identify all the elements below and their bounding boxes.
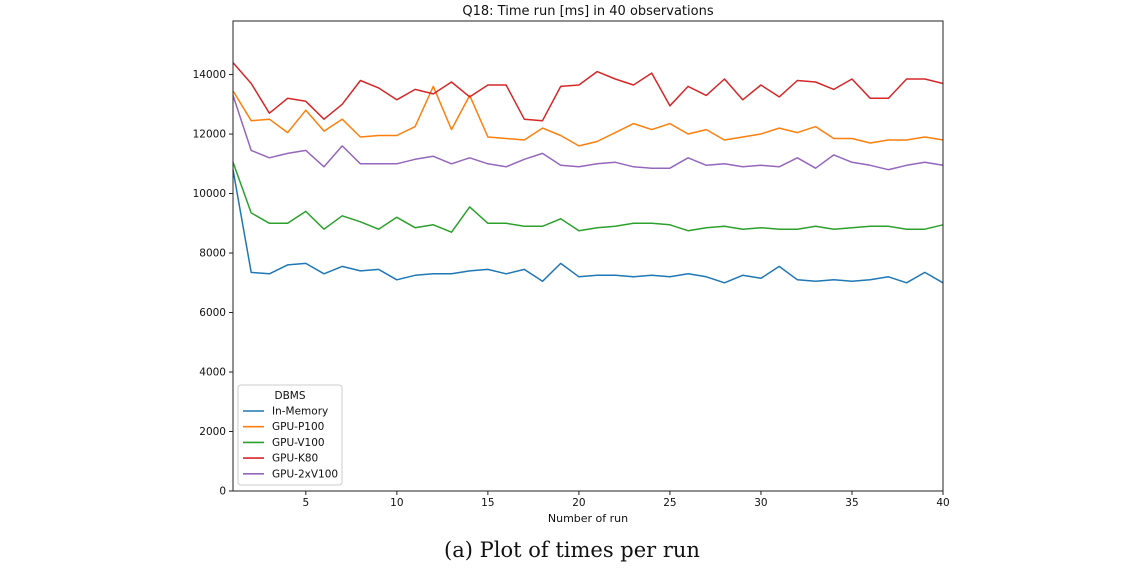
x-tick-label: 25 (663, 497, 676, 509)
x-tick-label: 15 (481, 497, 494, 509)
x-axis: 5 10 15 20 25 30 35 40 (302, 491, 950, 509)
legend-label-gpu-v100: GPU-V100 (272, 437, 325, 449)
plot-area (232, 20, 944, 492)
x-axis-label: Number of run (548, 512, 628, 525)
x-tick-label: 35 (845, 497, 858, 509)
y-tick-label: 2000 (199, 426, 226, 438)
x-tick-label: 5 (302, 497, 309, 509)
legend-label-gpu-2xv100: GPU-2xV100 (272, 468, 338, 480)
y-axis: 0 2000 4000 6000 8000 10000 12000 14000 (193, 69, 233, 498)
y-tick-label: 8000 (199, 248, 226, 260)
legend-frame (237, 384, 343, 486)
y-tick-label: 0 (219, 486, 226, 498)
x-tick-label: 20 (572, 497, 585, 509)
y-tick-label: 14000 (193, 69, 226, 81)
x-tick-label: 30 (754, 497, 767, 509)
x-tick-label: 40 (936, 497, 949, 509)
series-line-in-memory (232, 169, 944, 284)
y-tick-label: 10000 (193, 188, 226, 200)
y-tick-label: 12000 (193, 129, 226, 141)
series-line-gpu-k80 (232, 62, 944, 122)
legend: DBMS In-Memory GPU-P100 GPU-V100 GPU-K80 GPU… (237, 384, 343, 486)
legend-label-in-memory: In-Memory (272, 406, 328, 418)
x-tick-label: 10 (390, 497, 403, 509)
y-tick-label: 6000 (199, 307, 226, 319)
series-line-gpu-v100 (232, 162, 944, 233)
legend-label-gpu-p100: GPU-P100 (272, 421, 324, 433)
y-tick-label: 4000 (199, 367, 226, 379)
legend-label-gpu-k80: GPU-K80 (272, 453, 318, 465)
series-line-gpu-p100 (232, 85, 944, 147)
legend-title: DBMS (274, 390, 305, 402)
figure-caption: (a) Plot of times per run (444, 538, 700, 562)
chart-title: Q18: Time run [ms] in 40 observations (462, 4, 713, 19)
series-line-gpu-2xv100 (232, 95, 944, 171)
line-chart: Q18: Time run [ms] in 40 observations 5 1… (193, 4, 950, 525)
